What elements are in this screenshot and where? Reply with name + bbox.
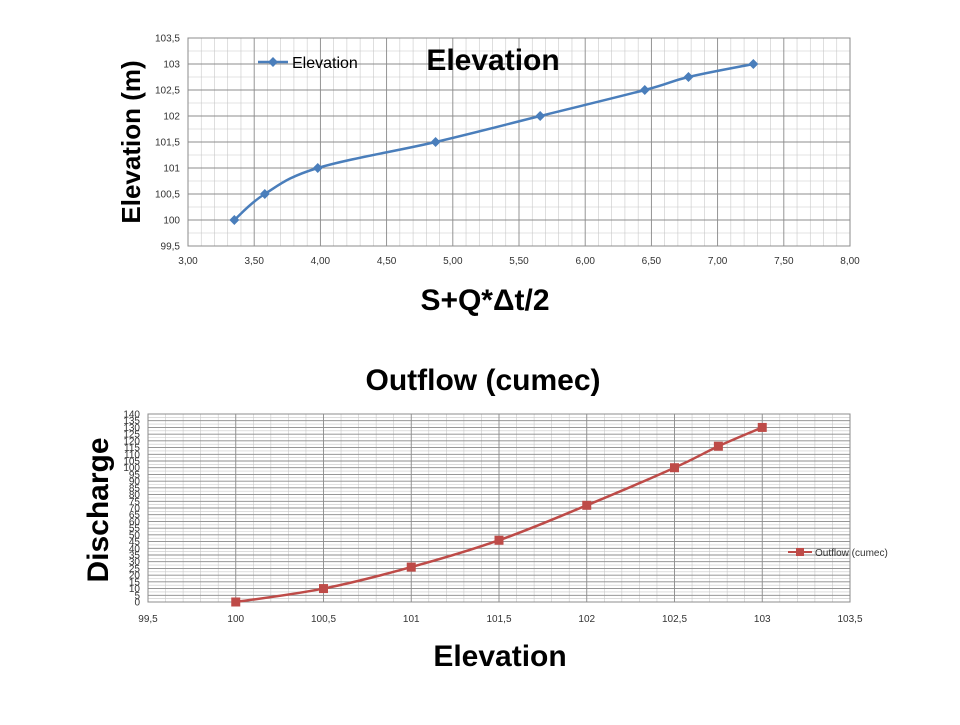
y-tick-label: 99,5: [161, 242, 181, 253]
x-tick-label: 103: [754, 614, 771, 625]
elevation-legend-label: Elevation: [292, 55, 358, 72]
elevation-series: [229, 59, 759, 225]
y-tick-label: 10: [129, 584, 141, 595]
y-tick-label: 0: [134, 598, 140, 609]
outflow-legend-marker: [796, 548, 804, 556]
y-tick-label: 102,5: [155, 86, 180, 97]
y-tick-label: 55: [129, 524, 141, 535]
y-tick-label: 30: [129, 557, 141, 568]
x-tick-label: 7,00: [708, 256, 728, 267]
y-tick-label: 15: [129, 577, 141, 588]
x-tick-label: 7,50: [774, 256, 794, 267]
x-tick-label: 4,00: [311, 256, 331, 267]
x-tick-label: 4,50: [377, 256, 397, 267]
outflow-y-ticks: 0510152025303540455055606570758085909510…: [123, 410, 140, 609]
data-point: [231, 597, 241, 607]
x-tick-label: 5,00: [443, 256, 463, 267]
y-tick-label: 103,5: [155, 34, 180, 45]
y-tick-label: 90: [129, 477, 141, 488]
y-tick-label: 103: [163, 60, 180, 71]
data-point: [259, 189, 270, 199]
x-tick-label: 6,00: [575, 256, 595, 267]
x-tick-label: 6,50: [642, 256, 662, 267]
data-point: [312, 163, 323, 173]
y-tick-label: 100,5: [155, 190, 180, 201]
y-tick-label: 50: [129, 530, 141, 541]
y-tick-label: 45: [129, 537, 141, 548]
data-point: [582, 500, 592, 510]
y-tick-label: 70: [129, 504, 141, 515]
y-tick-label: 95: [129, 470, 141, 481]
data-point: [430, 137, 441, 147]
y-tick-label: 125: [123, 430, 140, 441]
elevation-x-ticks: 3,00 3,50 4,00 4,50 5,00 5,50 6,00 6,50 7,00 7,50…: [178, 256, 860, 267]
y-tick-label: 60: [129, 517, 141, 528]
x-tick-label: 102: [578, 614, 595, 625]
outflow-gridlines: [147, 413, 851, 603]
outflow-y-axis-label: Discharge: [82, 437, 115, 582]
x-tick-label: 102,5: [662, 614, 687, 625]
elevation-x-axis-label: S+Q*Δt/2: [420, 284, 549, 317]
x-tick-label: 99,5: [138, 614, 158, 625]
x-tick-label: 8,00: [840, 256, 860, 267]
y-tick-label: 140: [123, 410, 140, 421]
y-tick-label: 101,5: [155, 138, 180, 149]
y-tick-label: 40: [129, 544, 141, 555]
data-point: [406, 562, 416, 572]
data-point: [229, 215, 240, 225]
x-tick-label: 3,50: [244, 256, 264, 267]
y-tick-label: 101: [163, 164, 180, 175]
x-tick-label: 3,00: [178, 256, 198, 267]
data-point: [319, 584, 328, 594]
y-tick-label: 5: [134, 591, 140, 602]
y-tick-label: 100: [123, 463, 140, 474]
y-tick-label: 130: [123, 423, 140, 434]
data-point: [683, 72, 694, 82]
y-tick-label: 110: [124, 450, 140, 461]
y-tick-label: 25: [129, 564, 141, 575]
y-tick-label: 102: [163, 112, 180, 123]
elevation-chart-title: Elevation: [426, 44, 559, 77]
elevation-y-axis-label: Elevation (m): [116, 60, 146, 223]
data-point: [757, 422, 767, 432]
y-tick-label: 120: [123, 436, 140, 447]
elevation-y-ticks: 99,5 100 100,5 101 101,5 102 102,5 103 103,5: [155, 34, 180, 253]
x-tick-label: 101,5: [486, 614, 511, 625]
data-point: [494, 535, 504, 545]
data-point: [535, 111, 546, 121]
y-tick-label: 35: [129, 551, 141, 562]
data-point: [748, 59, 759, 69]
y-tick-label: 75: [129, 497, 141, 508]
data-point: [670, 463, 679, 473]
x-tick-label: 5,50: [509, 256, 529, 267]
outflow-series: [231, 422, 767, 607]
x-tick-label: 100,5: [311, 614, 336, 625]
outflow-legend: Outflow (cumec): [788, 548, 888, 559]
y-tick-label: 115: [124, 443, 140, 454]
y-tick-label: 80: [129, 490, 141, 501]
outflow-chart: Outflow (cumec) 99,5 100 100,5 101 101,5 102 1…: [82, 364, 888, 673]
y-tick-label: 135: [123, 416, 140, 427]
data-point: [639, 85, 650, 95]
x-tick-label: 100: [227, 614, 244, 625]
data-point: [713, 441, 723, 451]
outflow-x-ticks: 99,5 100 100,5 101 101,5 102 102,5 103 103,5: [138, 614, 863, 625]
outflow-chart-title: Outflow (cumec): [365, 364, 600, 397]
y-tick-label: 20: [129, 571, 141, 582]
y-tick-label: 85: [129, 483, 141, 494]
x-tick-label: 101: [403, 614, 420, 625]
y-tick-label: 105: [123, 457, 140, 468]
outflow-legend-label: Outflow (cumec): [815, 548, 888, 559]
y-tick-label: 100: [163, 216, 180, 227]
elevation-chart: 3,00 3,50 4,00 4,50 5,00 5,50 6,00 6,50 7,00 7,50…: [116, 34, 860, 318]
outflow-x-axis-label: Elevation: [433, 640, 566, 673]
y-tick-label: 65: [129, 510, 141, 521]
series-line: [233, 62, 754, 221]
x-tick-label: 103,5: [837, 614, 862, 625]
